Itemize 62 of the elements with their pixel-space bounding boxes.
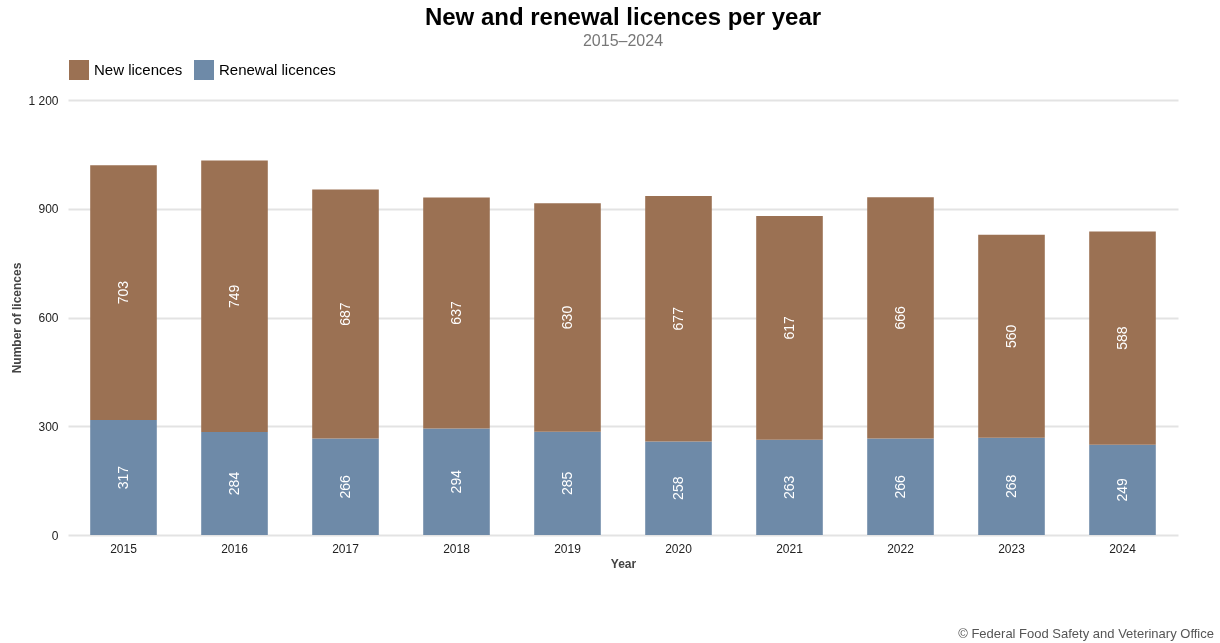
- data-label: 630: [558, 305, 575, 330]
- bar: [312, 189, 379, 439]
- bar: [867, 197, 934, 439]
- data-label: 749: [225, 284, 242, 308]
- data-label: 703: [114, 280, 131, 305]
- x-tick-label: 2019: [554, 541, 582, 556]
- legend-label: New licences: [94, 61, 183, 78]
- y-tick-label: 1 200: [28, 93, 59, 108]
- bar: [423, 428, 490, 535]
- bar: [90, 165, 157, 421]
- data-label: 560: [1002, 324, 1019, 349]
- bar: [1089, 231, 1156, 445]
- bar: [867, 438, 934, 535]
- x-tick-label: 2017: [332, 541, 360, 556]
- text: © Federal Food Safety and Veterinary Office: [958, 626, 1214, 641]
- bar: [756, 216, 823, 440]
- data-label: 258: [669, 476, 686, 500]
- x-tick-label: 2015: [110, 541, 138, 556]
- y-tick-label: 0: [51, 528, 59, 543]
- data-label: 268: [1002, 474, 1019, 499]
- data-label: 266: [891, 474, 908, 499]
- data-label: 687: [336, 302, 353, 326]
- data-label: 666: [891, 305, 908, 330]
- bar: [534, 431, 601, 535]
- bar: [534, 203, 601, 432]
- x-tick-label: 2018: [443, 541, 471, 556]
- x-tick-label: 2023: [998, 541, 1026, 556]
- x-tick-label: 2020: [665, 541, 693, 556]
- data-label: 677: [669, 306, 686, 331]
- x-axis-title: Year: [610, 556, 637, 571]
- y-tick-label: 900: [38, 202, 59, 217]
- bar: [90, 420, 157, 535]
- x-tick-label: 2024: [1109, 541, 1137, 556]
- bar: [978, 234, 1045, 438]
- y-axis-title: Number of licences: [10, 262, 25, 374]
- data-label: 285: [558, 471, 575, 496]
- data-label: 249: [1113, 477, 1130, 502]
- bar: [201, 160, 268, 433]
- data-label: 637: [447, 301, 464, 325]
- x-tick-label: 2016: [221, 541, 249, 556]
- bar: [645, 196, 712, 442]
- data-label: 588: [1113, 326, 1130, 350]
- bar: [201, 432, 268, 535]
- chart-title: New and renewal licences per year: [424, 3, 822, 30]
- data-label: 317: [114, 465, 131, 490]
- data-label: 294: [447, 469, 464, 494]
- bar: [423, 197, 490, 429]
- data-label: 617: [780, 315, 797, 340]
- bar: [312, 438, 379, 535]
- bar: [645, 441, 712, 535]
- data-label: 266: [336, 474, 353, 499]
- y-tick-label: 300: [38, 419, 59, 434]
- bar: [978, 437, 1045, 535]
- legend-label: Renewal licences: [219, 61, 336, 78]
- bar: [1089, 444, 1156, 535]
- data-label: 263: [780, 475, 797, 500]
- y-tick-label: 600: [38, 311, 59, 325]
- bar: [756, 439, 823, 535]
- x-tick-label: 2021: [776, 541, 804, 556]
- chart-subtitle: 2015–2024: [582, 32, 664, 49]
- x-tick-label: 2022: [887, 541, 915, 556]
- data-label: 284: [225, 471, 242, 496]
